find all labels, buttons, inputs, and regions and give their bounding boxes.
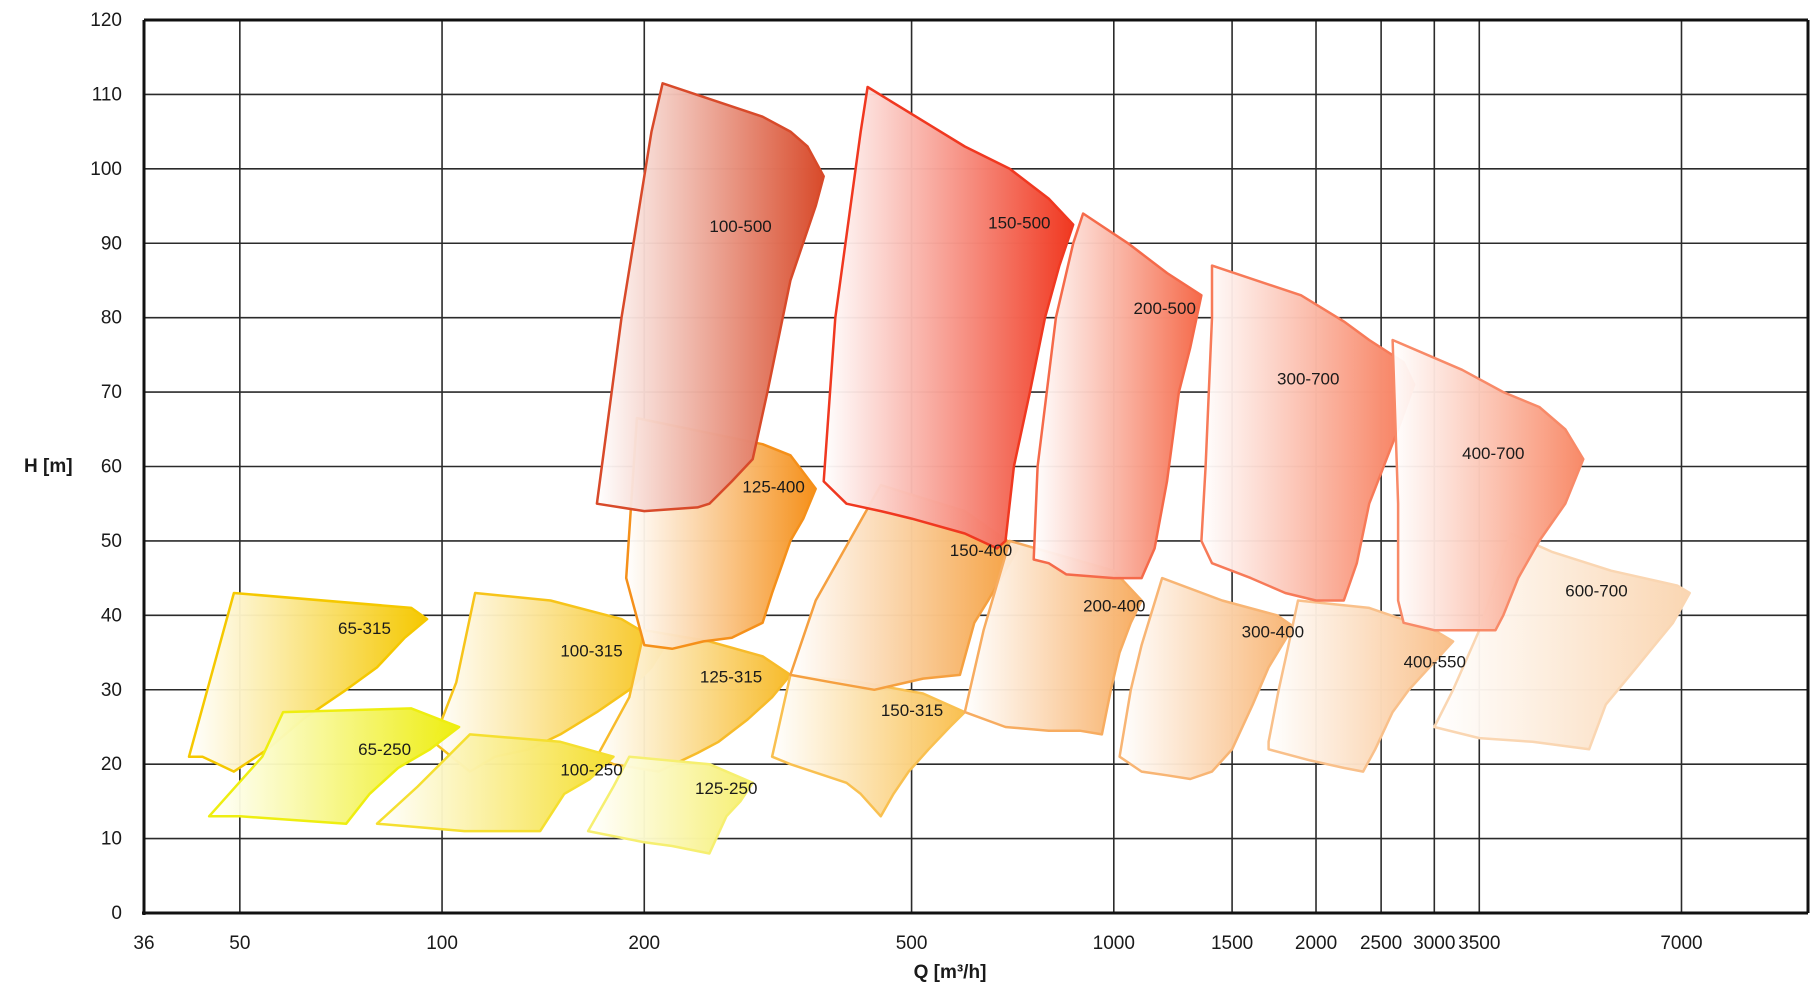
y-tick-label: 100 xyxy=(90,159,122,180)
x-tick-label: 1500 xyxy=(1211,933,1253,954)
x-tick-label: 500 xyxy=(896,933,928,954)
region-label-400-550: 400-550 xyxy=(1404,652,1466,671)
region-65-250 xyxy=(207,707,461,825)
region-150-500 xyxy=(822,85,1075,550)
x-tick-label: 50 xyxy=(229,933,250,954)
x-tick-label: 7000 xyxy=(1660,933,1702,954)
region-label-400-700: 400-700 xyxy=(1462,444,1524,463)
region-label-125-400: 125-400 xyxy=(742,478,804,497)
region-label-100-500: 100-500 xyxy=(709,217,771,236)
region-300-700 xyxy=(1200,264,1416,602)
x-tick-label: 200 xyxy=(628,933,660,954)
region-125-250 xyxy=(586,755,754,855)
x-axis-title: Q [m³/h] xyxy=(914,962,987,983)
y-tick-label: 60 xyxy=(101,457,122,478)
y-tick-label: 20 xyxy=(101,754,122,775)
region-label-125-250: 125-250 xyxy=(695,779,757,798)
region-label-125-315: 125-315 xyxy=(700,667,762,686)
region-label-150-400: 150-400 xyxy=(950,541,1012,560)
axis-layer: 0 10 20 30 40 50 60 70 80 90 100 110 120 36 50 100 200 50… xyxy=(90,10,1810,954)
y-tick-label: 50 xyxy=(101,531,122,552)
x-tick-label: 2500 xyxy=(1360,933,1402,954)
region-label-300-700: 300-700 xyxy=(1277,370,1339,389)
region-label-150-315: 150-315 xyxy=(881,701,943,720)
y-tick-label: 80 xyxy=(101,308,122,329)
region-400-700 xyxy=(1391,338,1585,632)
region-150-315 xyxy=(770,673,967,818)
region-label-100-250: 100-250 xyxy=(560,760,622,779)
y-tick-label: 10 xyxy=(101,829,122,850)
y-tick-label: 30 xyxy=(101,680,122,701)
region-200-500 xyxy=(1032,212,1203,580)
region-label-200-400: 200-400 xyxy=(1083,597,1145,616)
region-label-65-315: 65-315 xyxy=(338,619,391,638)
x-tick-label: 2000 xyxy=(1295,933,1337,954)
region-200-400 xyxy=(963,539,1143,736)
region-label-200-500: 200-500 xyxy=(1134,299,1196,318)
x-tick-label: 3500 xyxy=(1458,933,1500,954)
y-tick-label: 90 xyxy=(101,233,122,254)
y-tick-label: 120 xyxy=(90,10,122,31)
y-tick-label: 70 xyxy=(101,382,122,403)
region-label-600-700: 600-700 xyxy=(1565,582,1627,601)
region-100-500 xyxy=(595,82,825,513)
region-300-400 xyxy=(1118,576,1295,781)
region-layer xyxy=(187,82,1691,855)
region-label-65-250: 65-250 xyxy=(358,740,411,759)
y-axis-title: H [m] xyxy=(24,456,73,477)
y-tick-label: 40 xyxy=(101,605,122,626)
region-label-300-400: 300-400 xyxy=(1242,623,1304,642)
region-100-315 xyxy=(431,591,667,773)
region-65-315 xyxy=(187,591,429,773)
x-tick-label: 36 xyxy=(133,933,154,954)
y-tick-label: 110 xyxy=(92,84,122,105)
x-tick-label: 100 xyxy=(426,933,458,954)
region-label-100-315: 100-315 xyxy=(560,641,622,660)
region-400-550 xyxy=(1267,599,1455,773)
label-layer: 65-315 100-315 125-315 150-315 65-250 100-250… xyxy=(338,213,1628,798)
x-tick-label: 3000 xyxy=(1413,933,1455,954)
region-label-150-500: 150-500 xyxy=(988,213,1050,232)
y-tick-label: 0 xyxy=(111,903,122,924)
x-tick-label: 1000 xyxy=(1093,933,1135,954)
region-100-250 xyxy=(375,733,615,833)
